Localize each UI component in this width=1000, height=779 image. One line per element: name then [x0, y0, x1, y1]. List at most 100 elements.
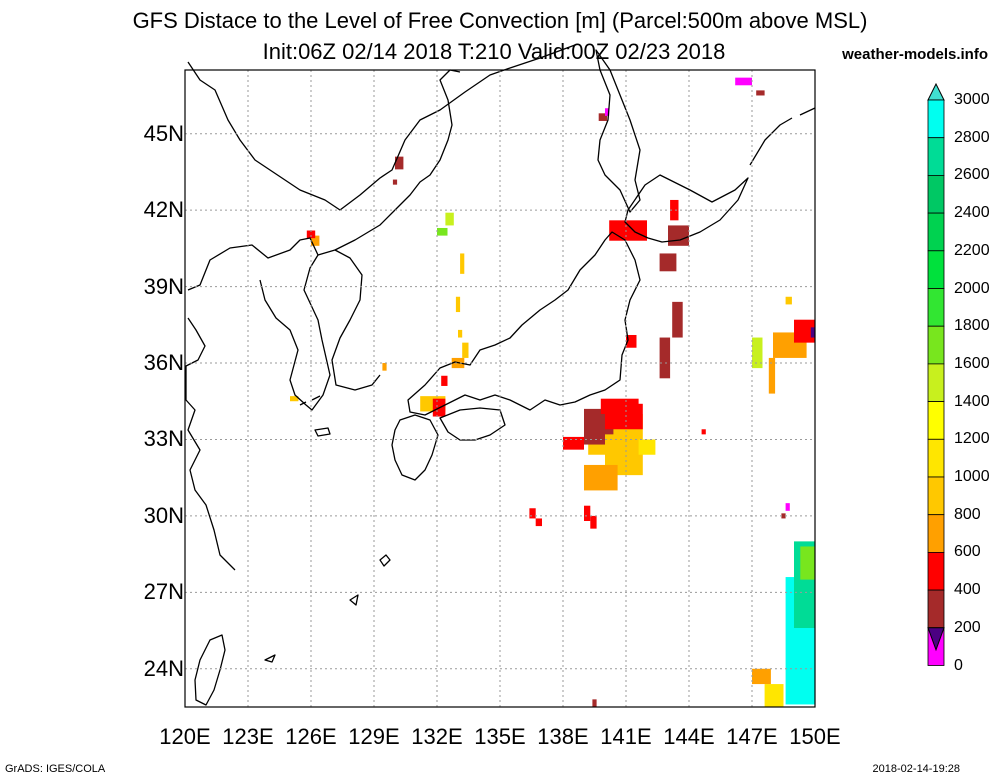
field-cell: [395, 156, 404, 170]
field-cell: [609, 220, 647, 241]
field-cell: [785, 503, 790, 511]
x-tick-label: 141E: [600, 724, 652, 749]
field-cell: [794, 319, 815, 343]
colorbar-swatch: [927, 438, 945, 478]
colorbar-label: 2400: [954, 204, 990, 222]
field-cell: [672, 301, 683, 338]
field-cell: [455, 296, 461, 313]
x-tick-label: 144E: [663, 724, 715, 749]
colorbar-label: 1200: [954, 430, 990, 448]
field-cell: [437, 227, 448, 236]
coastline-russia: [334, 69, 461, 251]
y-tick-label: 30N: [143, 502, 184, 528]
colorbar-swatch: [927, 250, 945, 289]
field-cell: [810, 327, 815, 338]
y-tick-label: 39N: [143, 273, 184, 299]
field-cell: [600, 398, 639, 414]
field-cell: [392, 179, 398, 185]
coastline-jeju: [314, 427, 331, 437]
field-cell: [563, 436, 584, 450]
field-cell: [460, 253, 465, 274]
colorbar-label: 0: [954, 656, 963, 674]
colorbar-swatch: [927, 137, 945, 176]
colorbar-label: 400: [954, 581, 981, 599]
field-cell: [670, 199, 679, 221]
colorbar-label: 1800: [954, 317, 990, 335]
field-cell: [638, 439, 656, 455]
field-cell: [445, 212, 454, 226]
field-cell: [668, 225, 689, 246]
colorbar-swatch: [927, 212, 945, 252]
colorbar-swatch: [927, 288, 945, 327]
colorbar-label: 1600: [954, 354, 990, 372]
colorbar-swatch: [927, 514, 945, 553]
colorbar-swatch: [927, 589, 945, 629]
x-tick-label: 123E: [222, 724, 274, 749]
field-cell: [311, 235, 320, 246]
y-tick-label: 36N: [143, 350, 184, 376]
coastline-honshu: [407, 231, 641, 416]
field-cell: [752, 668, 771, 685]
colorbar-label: 2800: [954, 128, 990, 146]
field-cell: [462, 342, 469, 358]
colorbar-swatch: [927, 363, 945, 402]
colorbar-swatch: [927, 325, 945, 365]
field-cell: [584, 464, 618, 491]
field-cell: [535, 518, 542, 527]
field-cell: [592, 699, 597, 707]
x-tick-label: 120E: [159, 724, 211, 749]
x-tick-label: 129E: [348, 724, 400, 749]
field-cell: [785, 296, 792, 305]
field-cell: [605, 108, 610, 116]
colorbar-label: 200: [954, 618, 981, 636]
coastline-china-east: [185, 317, 236, 571]
field-cell: [764, 684, 784, 707]
coastline-kurils: [749, 107, 816, 166]
coastline-shikoku: [439, 407, 506, 441]
coastline-ryukyu-1: [349, 594, 359, 606]
field-cell: [626, 334, 637, 348]
coastline-sakhalin: [595, 49, 641, 213]
field-cell: [306, 230, 316, 239]
colorbar-swatch: [927, 476, 945, 516]
field-cell: [584, 505, 591, 521]
colorbar-label: 1400: [954, 392, 990, 410]
footer-timestamp: 2018-02-14-19:28: [872, 763, 960, 775]
colorbar-label: 800: [954, 505, 981, 523]
coastline-korea-east: [317, 249, 381, 391]
coastline-hokkaido: [624, 174, 749, 243]
coastline-china-north: [187, 237, 331, 411]
x-tick-label: 150E: [789, 724, 841, 749]
colorbar-top-arrow: [927, 82, 945, 101]
coastline-kyushu: [391, 414, 439, 481]
colorbar-swatch: [927, 552, 945, 591]
colorbar-label: 600: [954, 543, 981, 561]
coastline-korea-islands: [299, 395, 321, 406]
field-cell: [800, 546, 815, 580]
colorbar-label: 2200: [954, 241, 990, 259]
field-cell: [458, 329, 463, 338]
colorbar-swatch: [927, 401, 945, 440]
y-tick-label: 24N: [143, 655, 184, 681]
colorbar-label: 2600: [954, 166, 990, 184]
coastline-mainland: [187, 44, 576, 211]
coastline-ryukyu-2: [379, 554, 391, 567]
site-name: weather-models.info: [842, 46, 988, 63]
field-cell: [382, 363, 387, 371]
field-cell: [735, 77, 752, 86]
coastline-ryukyu-3: [264, 654, 276, 663]
x-tick-label: 138E: [537, 724, 589, 749]
y-tick-label: 33N: [143, 426, 184, 452]
colorbar-swatch: [927, 174, 945, 214]
x-tick-label: 135E: [474, 724, 526, 749]
field-cell: [659, 253, 677, 272]
field-cell: [752, 337, 763, 369]
x-tick-label: 147E: [726, 724, 778, 749]
coastline-layer: [185, 44, 816, 706]
field-cell: [659, 337, 671, 379]
field-cell: [781, 513, 786, 519]
field-cell: [701, 429, 706, 435]
lfc-field-layer: [290, 77, 815, 707]
y-tick-label: 42N: [143, 197, 184, 223]
